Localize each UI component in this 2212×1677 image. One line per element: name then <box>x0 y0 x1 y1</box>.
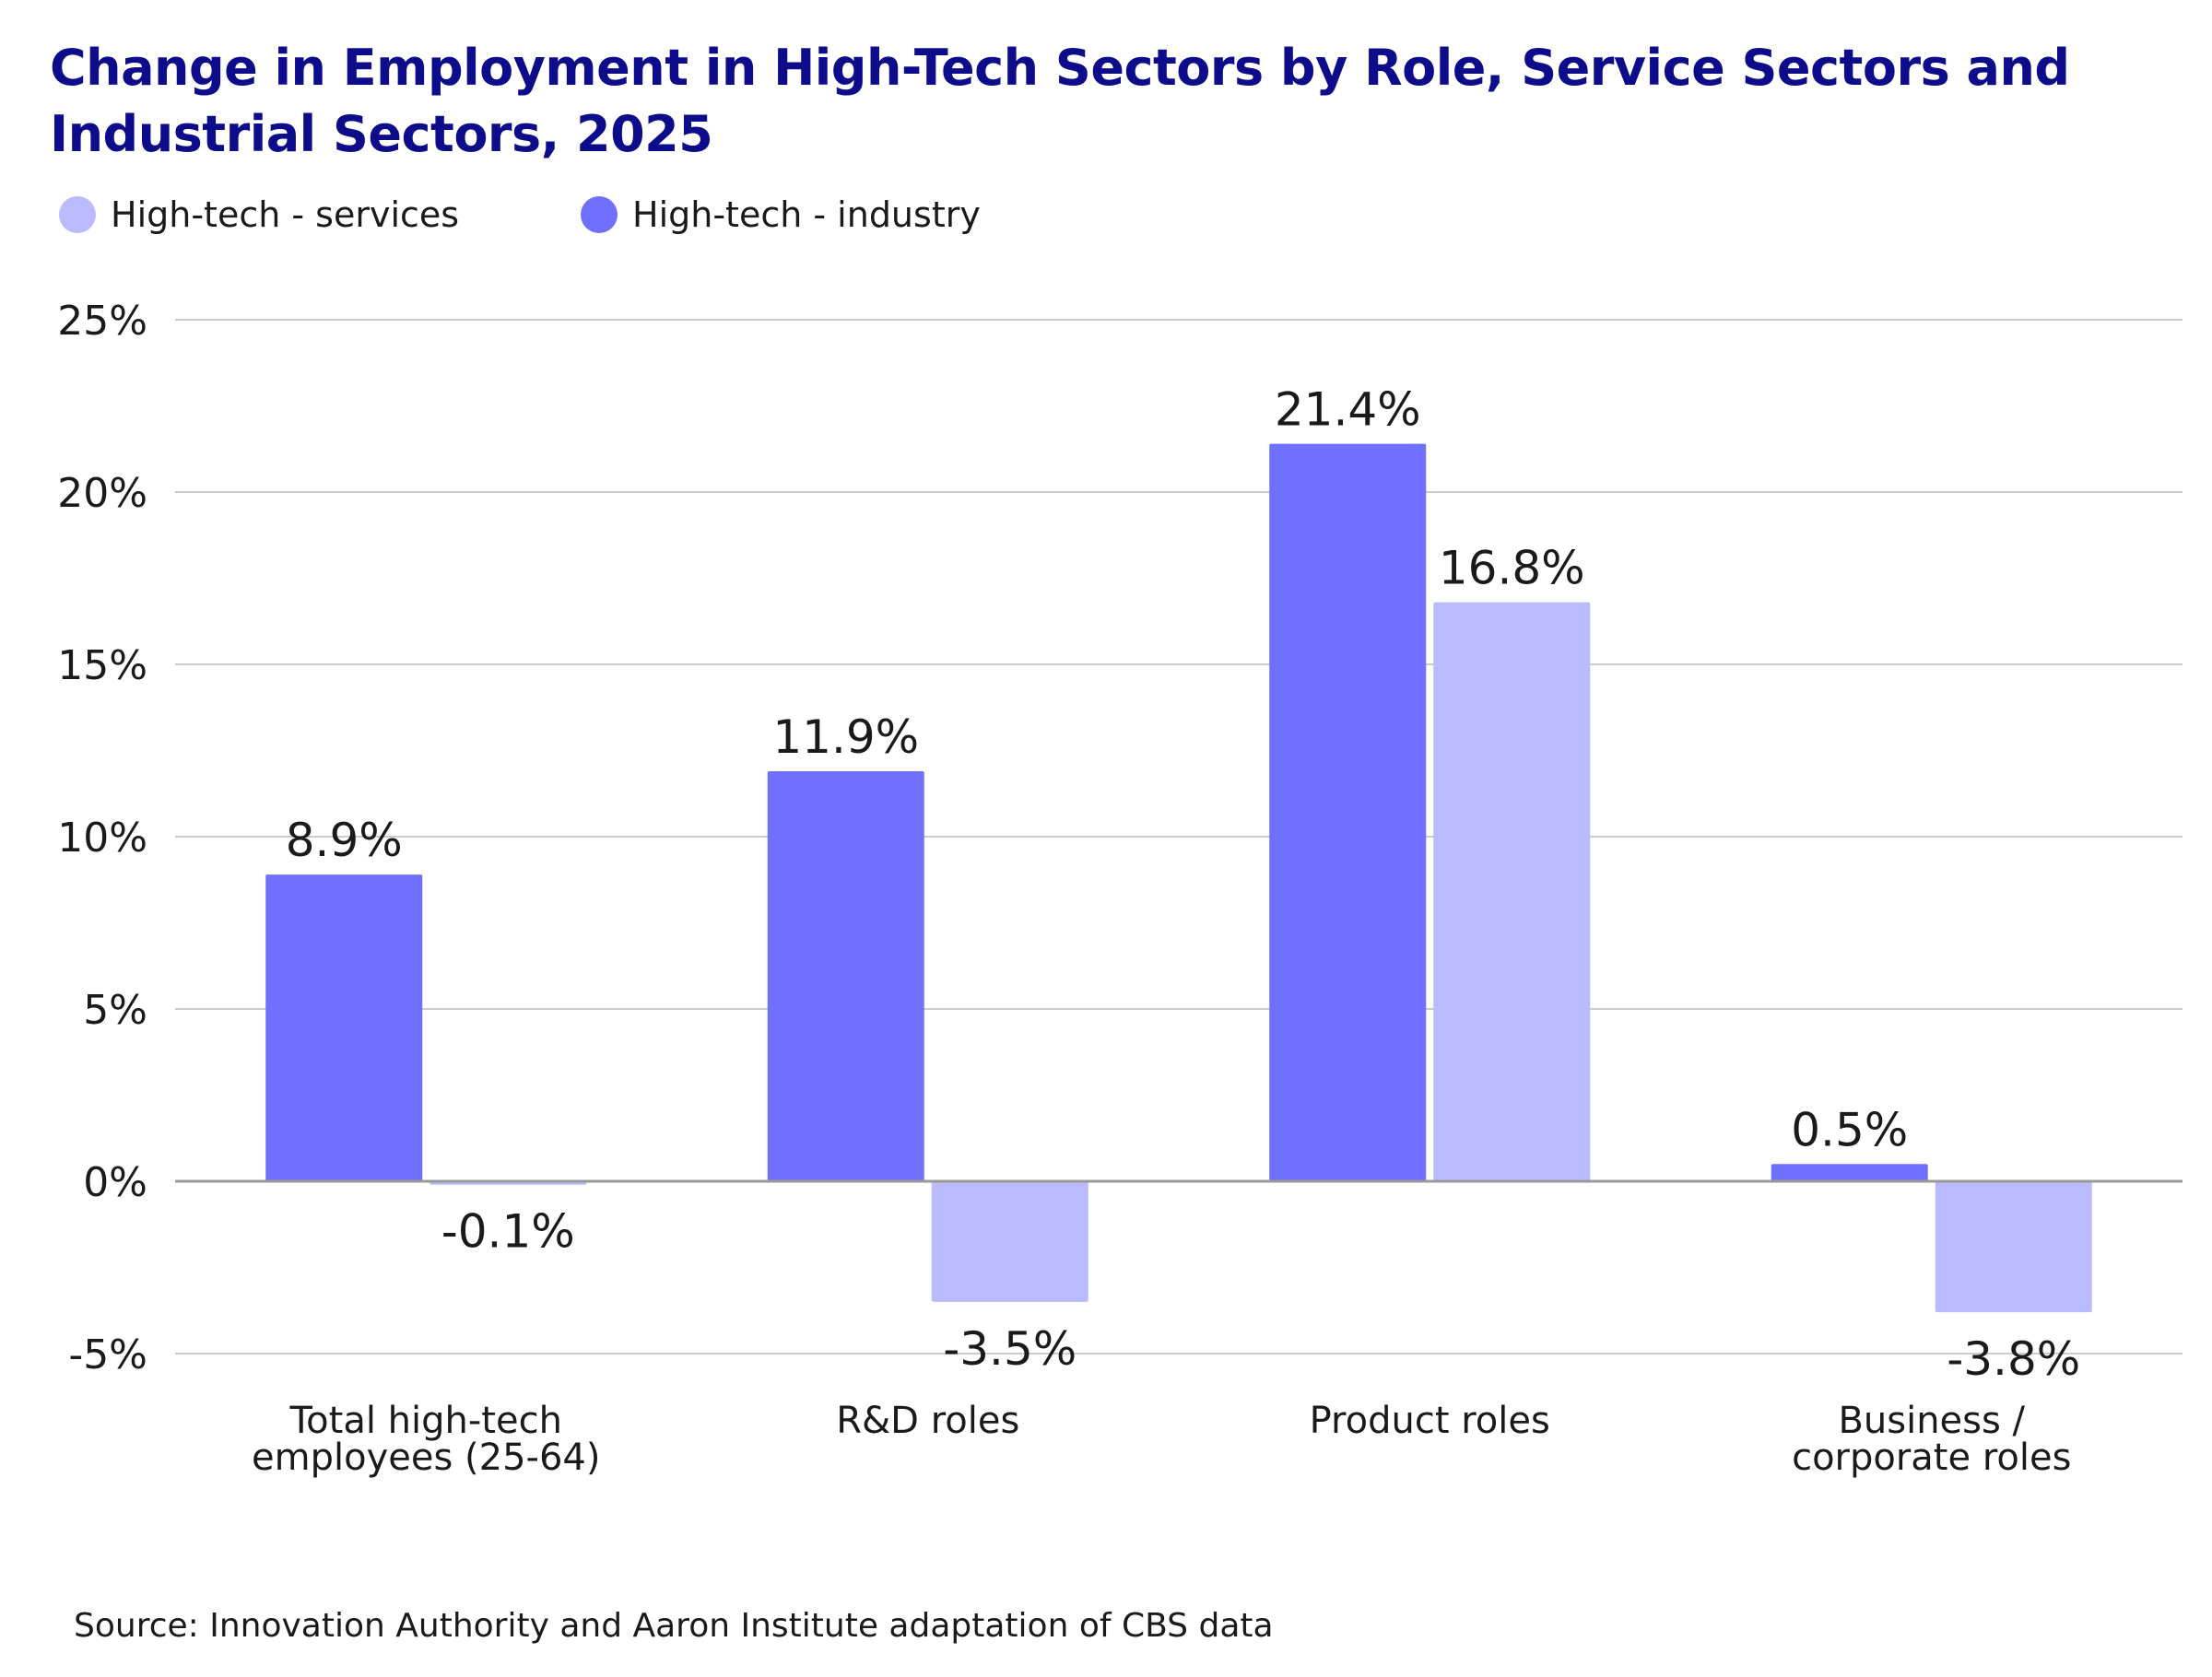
chart-title: Change in Employment in High-Tech Sector… <box>50 39 2070 163</box>
legend-swatch-services <box>59 196 96 233</box>
data-label: 0.5% <box>1791 1103 1908 1156</box>
bar-industry <box>1269 443 1427 1181</box>
legend-label-services: High-tech - services <box>111 194 460 235</box>
y-tick-label: 20% <box>57 470 147 517</box>
bar-services <box>1935 1181 2092 1313</box>
source-note: Source: Innovation Authority and Aaron I… <box>74 1607 1274 1645</box>
bar-industry <box>1771 1164 1928 1181</box>
data-label: 21.4% <box>1275 383 1421 437</box>
data-label: -3.8% <box>1947 1332 2080 1386</box>
data-label: 16.8% <box>1439 542 1585 595</box>
y-tick-label: 10% <box>57 815 147 862</box>
bar-industry <box>767 770 924 1181</box>
y-tick-label: 5% <box>83 987 147 1034</box>
data-label: 8.9% <box>286 814 403 867</box>
bar-services <box>1433 602 1591 1181</box>
x-tick-label: R&D roles <box>836 1400 1019 1442</box>
data-label: -3.5% <box>943 1322 1077 1376</box>
y-tick-label: 15% <box>57 642 147 689</box>
y-tick-label: -5% <box>68 1331 147 1378</box>
bar-industry <box>265 874 423 1181</box>
legend-label-industry: High-tech - industry <box>632 194 981 235</box>
bar-services <box>931 1181 1088 1302</box>
x-tick-label: corporate roles <box>1792 1437 2071 1479</box>
data-label: -0.1% <box>441 1205 575 1259</box>
x-tick-label: employees (25-64) <box>252 1437 600 1479</box>
legend-swatch-industry <box>581 196 618 233</box>
data-label: 11.9% <box>772 710 919 764</box>
x-tick-label: Total high-tech <box>289 1400 562 1442</box>
y-tick-label: 25% <box>57 298 147 345</box>
x-tick-label: Product roles <box>1310 1400 1550 1442</box>
y-tick-label: 0% <box>83 1159 147 1206</box>
x-tick-label: Business / <box>1838 1400 2025 1442</box>
